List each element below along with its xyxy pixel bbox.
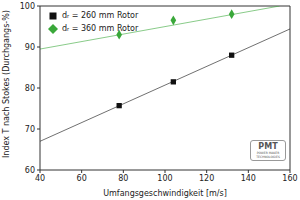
html-text:dᵣ = 360 mm Rotor: dᵣ = 360 mm Rotor <box>62 24 139 33</box>
html-text:dᵣ = 260 mm Rotor: dᵣ = 260 mm Rotor <box>62 11 139 20</box>
svg-text:100: 100 <box>157 174 172 183</box>
svg-text:120: 120 <box>199 174 214 183</box>
svg-text:90: 90 <box>25 43 35 52</box>
svg-text:Index T nach Stokes (Durchgang: Index T nach Stokes (Durchgangs-%) <box>8 10 11 158</box>
svg-text:80: 80 <box>118 174 128 183</box>
svg-text:80: 80 <box>25 84 35 93</box>
svg-text:160: 160 <box>282 174 292 183</box>
svg-text:60: 60 <box>25 166 35 175</box>
svg-text:60: 60 <box>77 174 87 183</box>
svg-text:40: 40 <box>35 174 45 183</box>
svg-text:Umfangsgeschwindigkeit [m/s]: Umfangsgeschwindigkeit [m/s] <box>103 189 227 198</box>
svg-text:140: 140 <box>241 174 256 183</box>
html-text:PMT: PMT <box>258 142 278 151</box>
html-text:POWER MAKER TECHNOLOGIES: POWER MAKER TECHNOLOGIES <box>256 151 280 159</box>
svg-text:70: 70 <box>25 125 35 134</box>
svg-text:100: 100 <box>20 2 35 11</box>
